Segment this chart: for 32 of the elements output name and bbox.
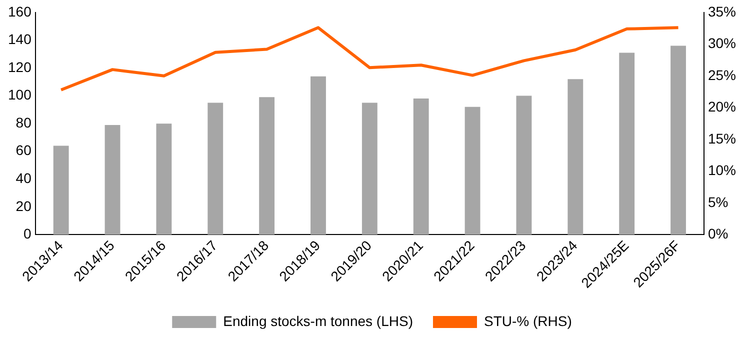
y2-tick-label: 5% xyxy=(708,194,728,210)
y-tick-label: 160 xyxy=(8,3,32,20)
y2-tick-label: 30% xyxy=(708,35,736,52)
y-tick-label: 120 xyxy=(8,58,32,75)
y-tick-label: 80 xyxy=(16,114,32,130)
bar xyxy=(568,79,584,235)
bar xyxy=(310,76,326,235)
y-tick-label: 60 xyxy=(16,142,32,158)
y-tick-label: 140 xyxy=(8,31,32,48)
bar xyxy=(259,97,275,235)
bar xyxy=(208,102,224,235)
bar xyxy=(362,102,378,235)
y-tick-label: 40 xyxy=(16,170,32,186)
legend-label: STU-% (RHS) xyxy=(484,312,572,329)
bar xyxy=(464,106,480,235)
y2-tick-label: 10% xyxy=(708,162,736,178)
bar xyxy=(516,96,532,235)
y-tick-label: 100 xyxy=(8,86,32,103)
y2-tick-label: 35% xyxy=(708,3,736,20)
y2-tick-label: 15% xyxy=(708,130,736,146)
bar xyxy=(156,124,172,235)
legend-label: Ending stocks-m tonnes (LHS) xyxy=(223,312,413,329)
y-tick-label: 20 xyxy=(16,198,32,214)
bar xyxy=(670,46,686,235)
bar xyxy=(53,146,69,235)
bar xyxy=(619,52,635,235)
y2-tick-label: 20% xyxy=(708,98,736,115)
y-tick-label: 0 xyxy=(24,226,32,242)
bar xyxy=(413,98,429,235)
y2-tick-label: 0% xyxy=(708,226,728,242)
y2-tick-label: 25% xyxy=(708,66,736,83)
bar xyxy=(104,124,120,235)
